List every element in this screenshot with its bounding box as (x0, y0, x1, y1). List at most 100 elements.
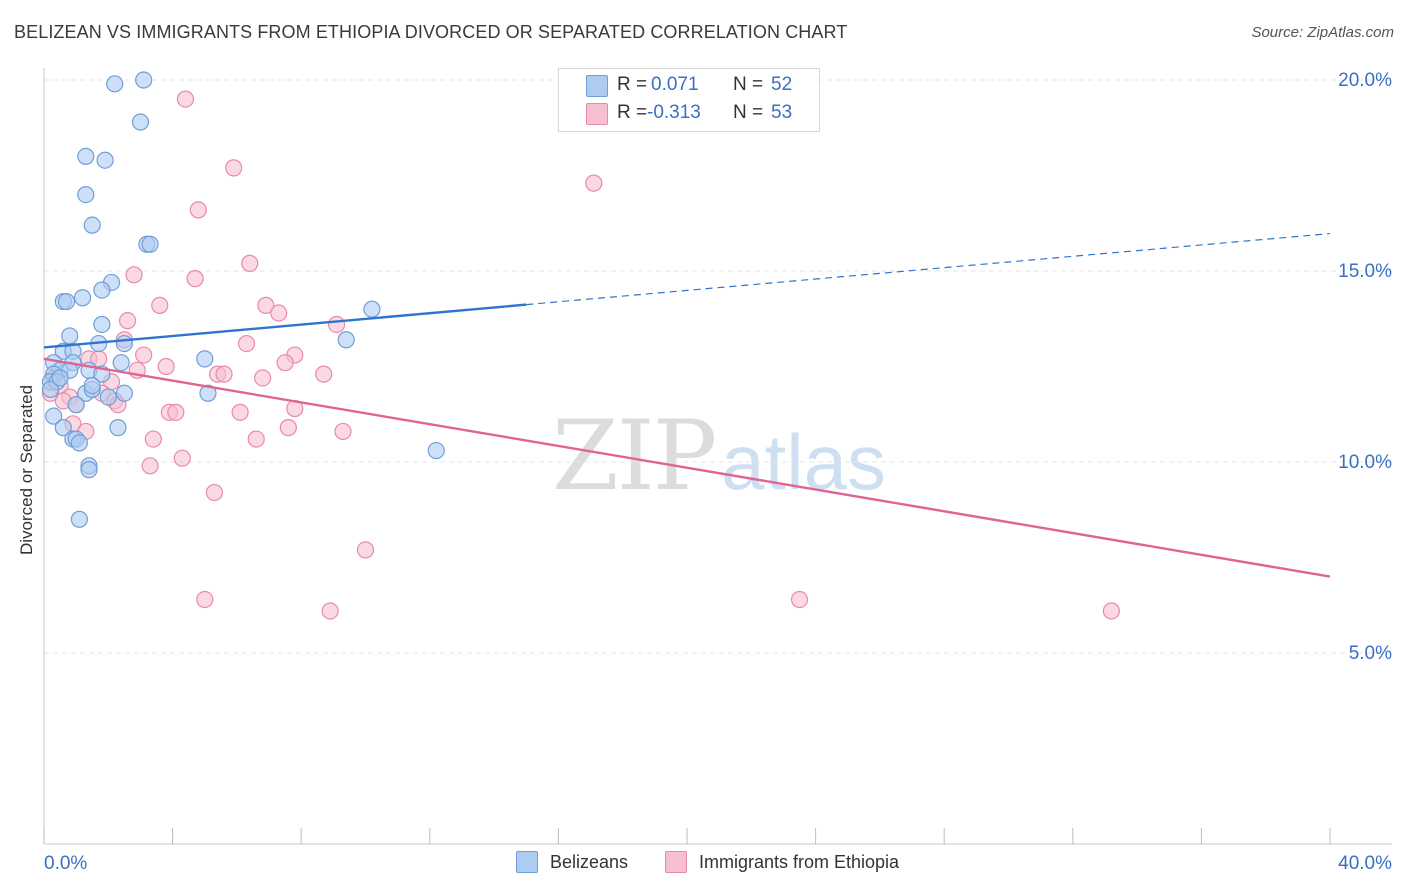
belizean-point (115, 334, 133, 353)
n-label: N = (733, 74, 764, 95)
ethiopia-point (241, 254, 259, 272)
belizean-point (51, 369, 69, 387)
belizean-point (99, 388, 117, 406)
ethiopia-point (196, 590, 214, 609)
belizean-point (93, 315, 111, 334)
belizean-point (41, 380, 60, 399)
y-tick-label: 10.0% (1338, 452, 1392, 473)
belizean-point (54, 419, 72, 437)
stats-row-ethiopia: R = -0.313 N = 53 (559, 101, 819, 127)
ethiopia-point (125, 266, 143, 284)
ethiopia-point (135, 346, 153, 364)
belizean-point (77, 186, 95, 204)
belizeans-swatch (586, 75, 608, 97)
belizean-point (337, 331, 355, 349)
belizean-point (427, 441, 445, 460)
r-value: 0.071 (651, 74, 699, 95)
ethiopia-point (356, 541, 375, 559)
ethiopia-point (254, 369, 272, 387)
ethiopia-point (327, 315, 346, 334)
ethiopia-point (585, 174, 603, 192)
ethiopia-point (231, 403, 249, 421)
ethiopia-point (270, 304, 288, 322)
ethiopia-point (790, 590, 809, 609)
belizean-point (73, 289, 92, 307)
r-label: R = (617, 102, 648, 123)
belizean-point (83, 377, 101, 395)
x-tick-label: 0.0% (44, 853, 87, 874)
ethiopia-point (205, 483, 223, 502)
belizean-point (57, 292, 76, 311)
ethiopia-point (279, 419, 297, 437)
x-tick-label: 40.0% (1338, 853, 1392, 874)
source-label: Source: ZipAtlas.com (1251, 24, 1394, 41)
ethiopia-point (276, 354, 294, 372)
belizean-point (61, 327, 79, 345)
chart-title: BELIZEAN VS IMMIGRANTS FROM ETHIOPIA DIV… (14, 22, 848, 42)
r-label: R = (617, 74, 648, 95)
ethiopia-point (225, 159, 243, 177)
belizean-trend-line (43, 303, 527, 349)
ethiopia-point (151, 296, 169, 314)
y-tick-label: 15.0% (1338, 261, 1392, 282)
belizeans-swatch (516, 851, 538, 873)
legend-item-ethiopia[interactable]: Immigrants from Ethiopia (665, 851, 899, 873)
n-value: 52 (771, 74, 793, 95)
belizean-point (77, 147, 95, 165)
ethiopia-point (321, 602, 339, 620)
ethiopia-point (141, 457, 159, 475)
ethiopia-point (167, 403, 185, 421)
y-tick-label: 20.0% (1338, 70, 1392, 91)
stats-row-belizeans: R = 0.071 N = 52 (559, 73, 819, 99)
belizean-point (70, 434, 88, 452)
belizean-point (115, 384, 133, 402)
legend-label-ethiopia: Immigrants from Ethiopia (699, 851, 900, 872)
belizean-point (80, 461, 98, 479)
belizean-point (131, 113, 150, 131)
stats-box: R = 0.071 N = 52 R = -0.313 N = 53 (558, 68, 820, 132)
belizean-point (109, 419, 127, 437)
belizean-point (141, 235, 159, 253)
ethiopia-trend-line (43, 357, 1331, 578)
r-value: -0.313 (647, 102, 701, 123)
ethiopia-point (189, 201, 207, 219)
legend: Belizeans Immigrants from Ethiopia (0, 851, 1406, 879)
legend-label-belizeans: Belizeans (550, 851, 629, 872)
ethiopia-point (257, 296, 275, 314)
axes (43, 68, 1392, 845)
n-label: N = (733, 102, 764, 123)
belizean-point (199, 384, 217, 402)
ethiopia-points (41, 90, 1120, 620)
belizean-point (93, 281, 111, 299)
belizean-point (83, 216, 101, 234)
belizean-point (67, 396, 85, 414)
gridlines (44, 79, 1392, 654)
trend-lines (43, 232, 1331, 578)
belizean-point (363, 300, 381, 318)
y-axis-label: Divorced or Separated (17, 384, 36, 556)
watermark-zip: ZIP (552, 400, 717, 512)
ethiopia-point (247, 430, 265, 448)
belizean-point (70, 510, 88, 528)
ethiopia-point (186, 270, 204, 288)
ethiopia-point (334, 422, 352, 441)
ethiopia-swatch (665, 851, 687, 873)
tick-labels: 5.0% 10.0% 15.0% 20.0% 0.0% 40.0% (44, 70, 1392, 874)
ethiopia-point (157, 357, 175, 376)
belizean-point (96, 151, 114, 169)
belizean-point (112, 354, 130, 372)
ethiopia-point (144, 430, 162, 448)
ethiopia-swatch (586, 103, 608, 125)
ethiopia-point (176, 90, 195, 108)
belizean-trend-extension (526, 232, 1331, 306)
ethiopia-point (118, 312, 137, 330)
y-tick-label: 5.0% (1349, 643, 1392, 664)
ethiopia-point (237, 334, 256, 353)
ethiopia-point (215, 365, 233, 383)
belizean-point (135, 71, 153, 89)
legend-item-belizeans[interactable]: Belizeans (516, 851, 628, 873)
ethiopia-point (1102, 602, 1120, 620)
belizean-point (45, 407, 63, 425)
belizean-points (41, 71, 445, 528)
